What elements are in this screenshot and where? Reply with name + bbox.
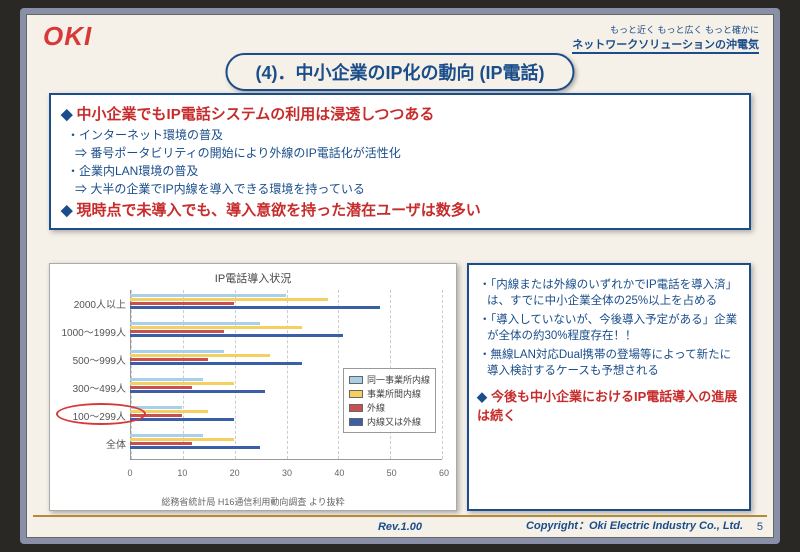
bullet-1: ・「内線または外線のいずれかでIP電話を導入済」は、すでに中小企業全体の25%以…	[479, 276, 741, 308]
upper-text-box: ◆中小企業でもIP電話システムの利用は浸透しつつある ・インターネット環境の普及…	[49, 93, 751, 230]
bar-group	[130, 292, 442, 312]
x-tick: 60	[439, 468, 449, 478]
sub-2: ・企業内LAN環境の普及	[67, 162, 739, 179]
bar	[130, 350, 224, 353]
legend-item: 同一事業所内線	[349, 373, 430, 386]
y-label: 300～499人	[58, 380, 126, 395]
x-tick: 30	[282, 468, 292, 478]
bar	[130, 442, 192, 445]
revision: Rev.1.00	[378, 521, 422, 533]
bar	[130, 390, 265, 393]
bullet-3: ・無線LAN対応Dual携帯の登場等によって新たに導入検討するケースも予想される	[479, 346, 741, 378]
bar	[130, 322, 260, 325]
bar	[130, 438, 234, 441]
tagline-line1: もっと近く もっと広く もっと確かに	[572, 23, 759, 36]
x-tick: 0	[127, 468, 132, 478]
chart-area: 0 10 20 30 40 50 60 2000人以上 1000～1999人 500～999人 30…	[58, 290, 448, 480]
bar	[130, 334, 343, 337]
right-text-box: ・「内線または外線のいずれかでIP電話を導入済」は、すでに中小企業全体の25%以…	[467, 263, 751, 511]
projection-screen: OKI もっと近く もっと広く もっと確かに ネットワークソリューションの沖電気…	[20, 8, 780, 544]
chart-source: 総務省統計局 H16通信利用動向調査 より抜粋	[161, 495, 344, 508]
bar	[130, 378, 203, 381]
tagline-line2: ネットワークソリューションの沖電気	[572, 36, 759, 54]
x-tick: 20	[230, 468, 240, 478]
bar	[130, 358, 208, 361]
sub-1: ・インターネット環境の普及	[67, 126, 739, 143]
bar	[130, 294, 286, 297]
slide: OKI もっと近く もっと広く もっと確かに ネットワークソリューションの沖電気…	[26, 14, 774, 538]
bar	[130, 382, 234, 385]
headline-1: ◆中小企業でもIP電話システムの利用は浸透しつつある	[61, 103, 739, 124]
legend-item: 事業所間内線	[349, 387, 430, 400]
legend-item: 外線	[349, 401, 430, 414]
highlight-circle	[56, 403, 146, 425]
bar	[130, 386, 192, 389]
y-label: 1000～1999人	[58, 324, 126, 339]
headline-2: ◆現時点で未導入でも、導入意欲を持った潜在ユーザは数多い	[61, 199, 739, 220]
sub-2a: ⇒ 大半の企業でIP内線を導入できる環境を持っている	[75, 180, 739, 197]
lower-row: IP電話導入状況 0 10 20 30 40 50 60 2000人以上 1000～1999人 5…	[49, 263, 751, 511]
page-number: 5	[757, 521, 763, 533]
bar-group	[130, 320, 442, 340]
x-tick: 10	[177, 468, 187, 478]
bar-group	[130, 432, 442, 452]
bar	[130, 298, 328, 301]
legend-item: 内線又は外線	[349, 415, 430, 428]
bar	[130, 446, 260, 449]
bar-group	[130, 348, 442, 368]
logo: OKI	[43, 21, 92, 52]
bar	[130, 434, 203, 437]
bar	[130, 330, 224, 333]
y-label: 500～999人	[58, 352, 126, 367]
bar	[130, 354, 270, 357]
tagline: もっと近く もっと広く もっと確かに ネットワークソリューションの沖電気	[572, 23, 759, 54]
slide-title: (4)．中小企業のIP化の動向 (IP電話)	[225, 53, 574, 91]
y-label: 全体	[58, 436, 126, 451]
bar	[130, 302, 234, 305]
bullet-2: ・「導入していないが、今後導入予定がある」企業が全体の約30%程度存在！！	[479, 311, 741, 343]
x-tick: 50	[387, 468, 397, 478]
legend: 同一事業所内線事業所間内線外線内線又は外線	[343, 368, 436, 433]
sub-1a: ⇒ 番号ポータビリティの開始により外線のIP電話化が活性化	[75, 144, 739, 161]
x-tick: 40	[334, 468, 344, 478]
conclusion: ◆今後も中小企業におけるIP電話導入の進展は続く	[477, 386, 741, 424]
bar	[130, 418, 234, 421]
copyright: Copyright：Oki Electric Industry Co., Ltd…	[526, 517, 743, 533]
bar	[130, 306, 380, 309]
y-label: 2000人以上	[58, 296, 126, 311]
bar	[130, 362, 302, 365]
chart-title: IP電話導入状況	[58, 270, 448, 286]
chart-box: IP電話導入状況 0 10 20 30 40 50 60 2000人以上 1000～1999人 5…	[49, 263, 457, 511]
bar	[130, 326, 302, 329]
